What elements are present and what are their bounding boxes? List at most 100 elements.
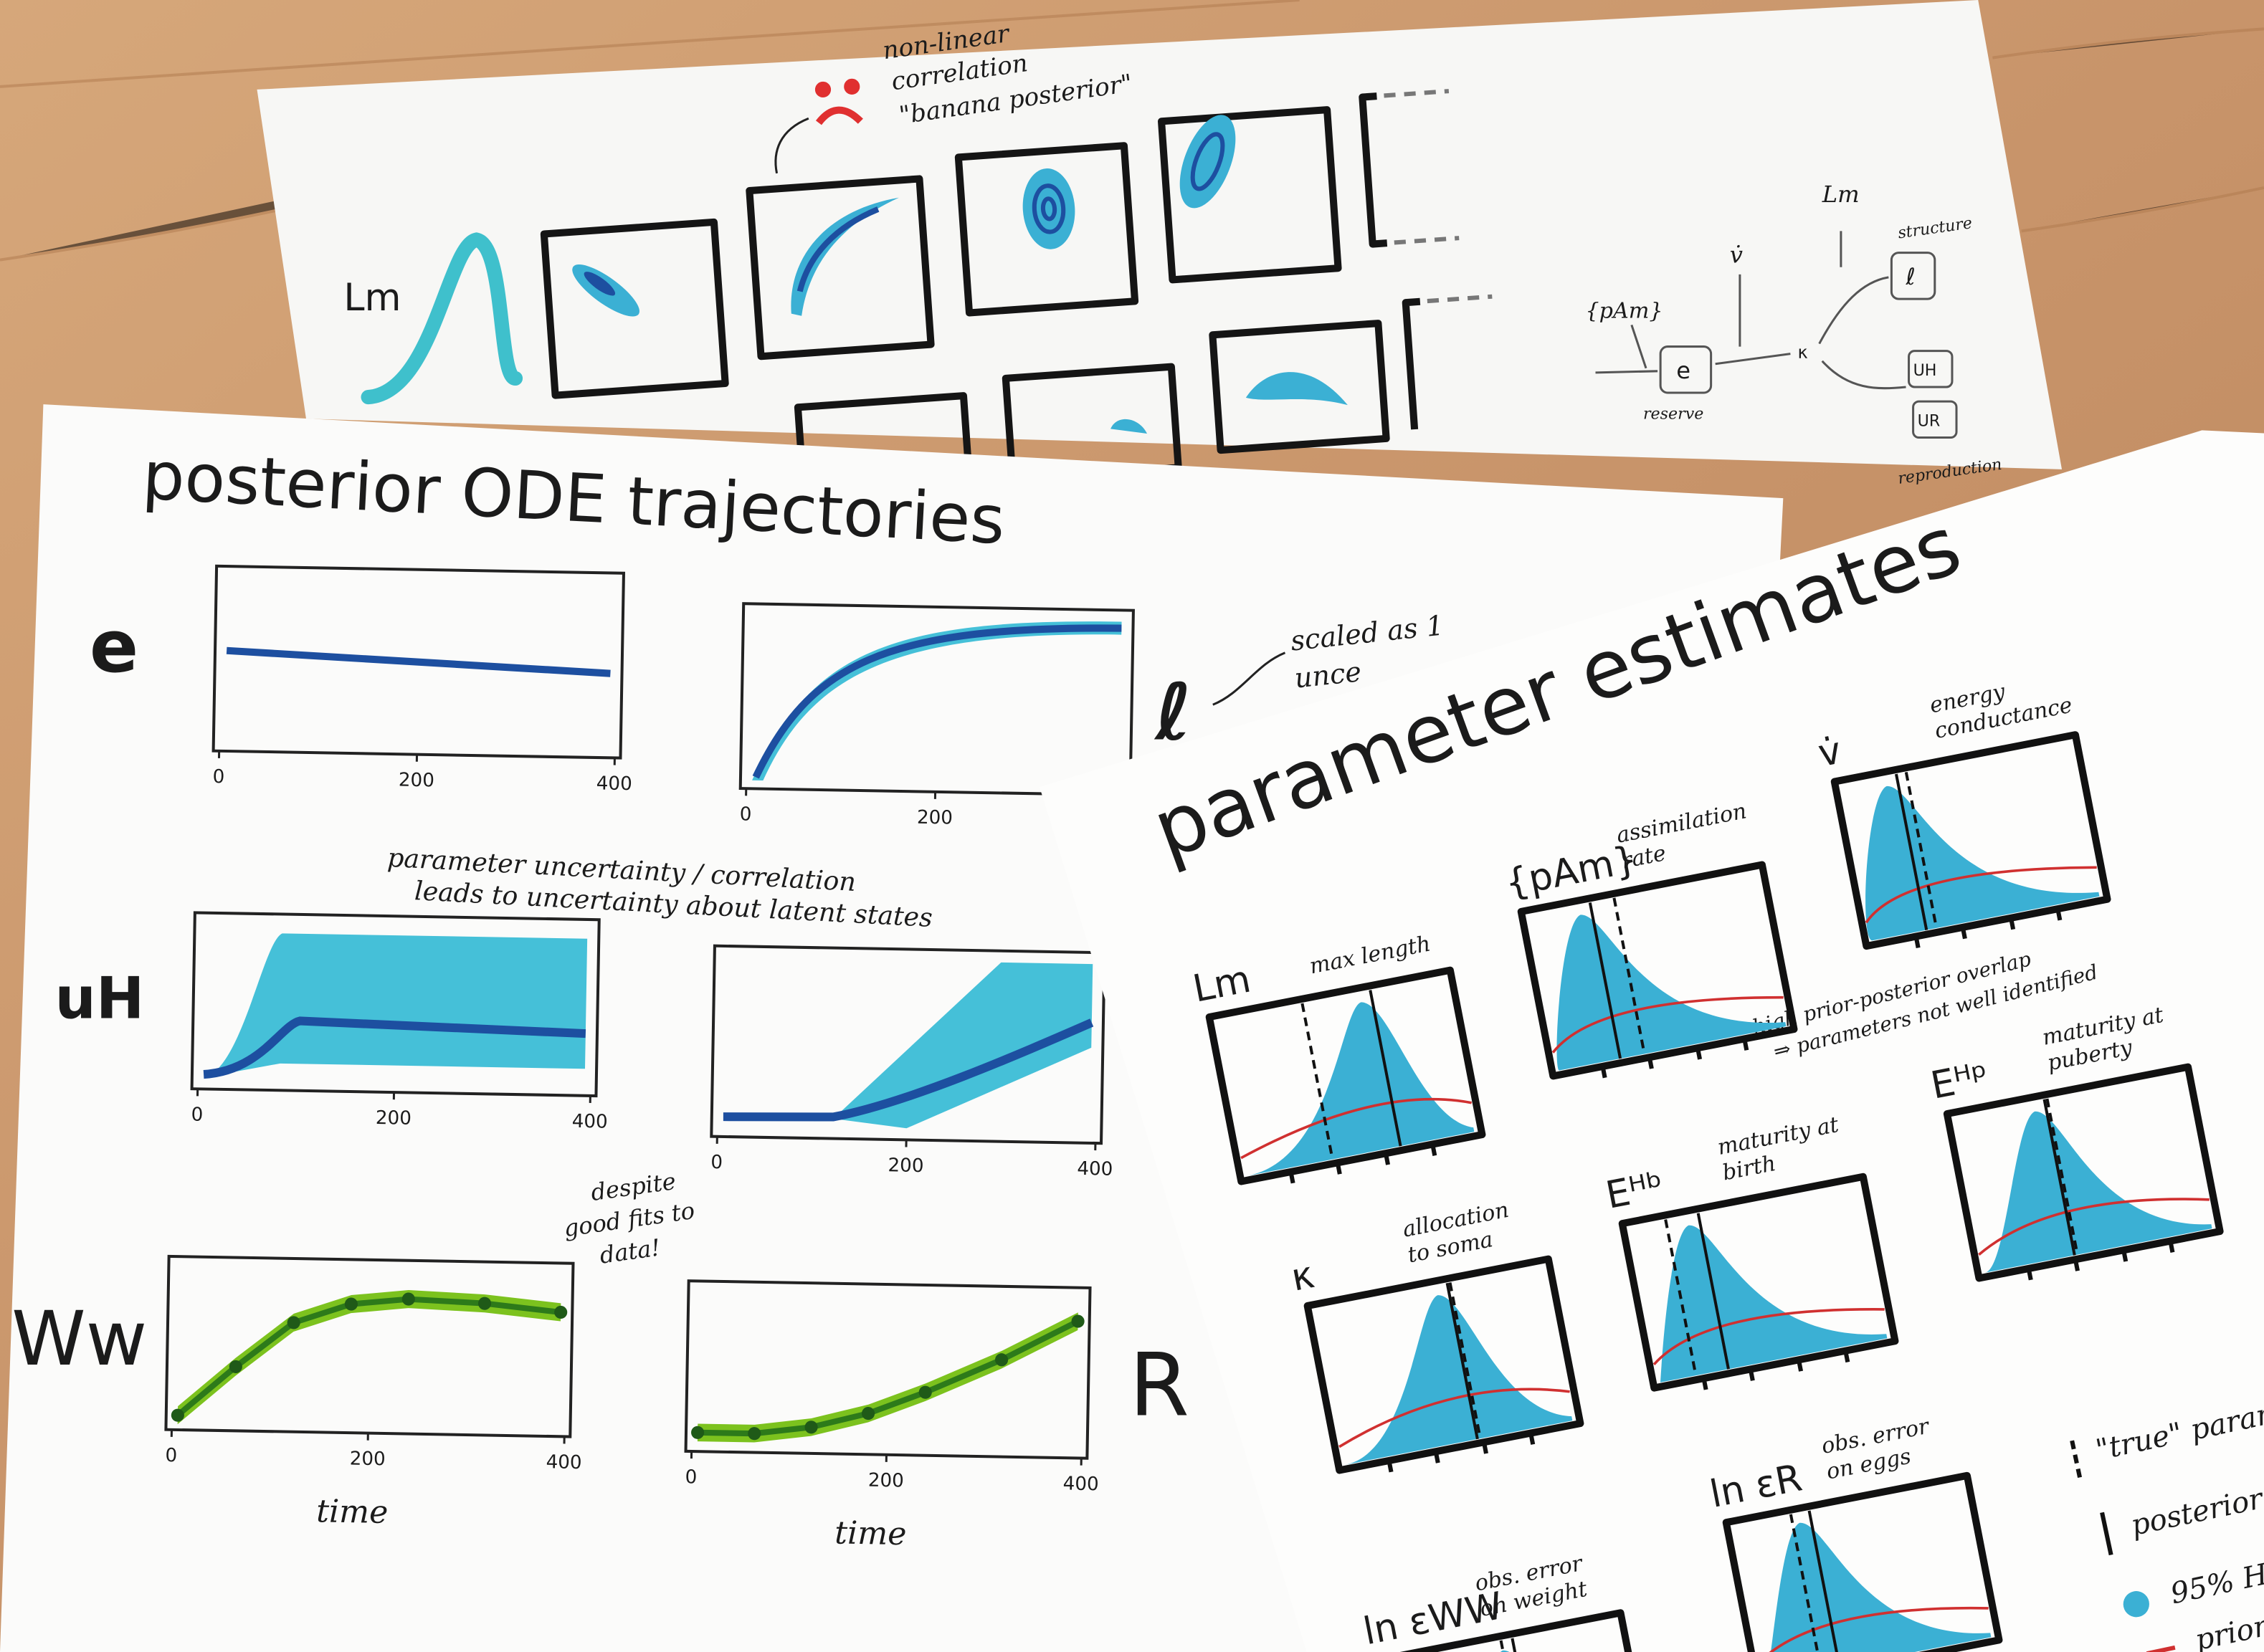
tick bbox=[1843, 1350, 1850, 1363]
tick bbox=[1288, 1171, 1295, 1184]
x-tick-label: 200 bbox=[349, 1448, 385, 1470]
tick bbox=[1387, 1460, 1394, 1473]
observation bbox=[554, 1305, 568, 1319]
true-value bbox=[1448, 1282, 1482, 1439]
posterior-mean bbox=[1807, 1510, 1841, 1652]
uncertainty-band bbox=[203, 933, 588, 1078]
panel-frame bbox=[1303, 1255, 1584, 1474]
row-label: uH bbox=[55, 965, 145, 1032]
tick bbox=[1913, 936, 1921, 948]
observation bbox=[862, 1407, 875, 1421]
prior-density bbox=[1551, 996, 1784, 1054]
node-box bbox=[1659, 345, 1713, 394]
posterior-density bbox=[1865, 786, 2100, 941]
x-tick-label: 0 bbox=[191, 1104, 203, 1125]
tick bbox=[2073, 1259, 2080, 1271]
prior-density bbox=[1978, 1198, 2210, 1256]
diagram-label: reserve bbox=[1643, 404, 1703, 423]
x-tick-label: 400 bbox=[1062, 1473, 1098, 1495]
arrow bbox=[1212, 651, 1286, 706]
tick bbox=[2009, 917, 2016, 930]
x-tick-label: 400 bbox=[572, 1111, 608, 1133]
legend-prior bbox=[2146, 1645, 2176, 1652]
tick bbox=[2168, 1240, 2175, 1253]
posterior-mean bbox=[1369, 990, 1402, 1147]
tick bbox=[1384, 1152, 1391, 1165]
tick bbox=[2121, 1249, 2129, 1262]
x-tick-label: 400 bbox=[596, 773, 632, 795]
observation bbox=[477, 1297, 492, 1310]
posterior-density bbox=[1660, 1225, 1888, 1383]
observation bbox=[1071, 1314, 1085, 1328]
diagram-node: e bbox=[1676, 357, 1690, 384]
tick bbox=[1748, 1368, 1755, 1381]
posterior-mean bbox=[1696, 1213, 1730, 1370]
true-value bbox=[1300, 1003, 1334, 1160]
true-value bbox=[1664, 1219, 1698, 1376]
trajectory-plot: 0 200 400 bbox=[710, 944, 1113, 1180]
prior-density bbox=[1338, 1388, 1570, 1448]
posterior-density bbox=[1346, 1295, 1573, 1465]
panel-frame bbox=[1376, 1609, 1657, 1652]
observation bbox=[229, 1360, 242, 1373]
x-tick-label: 400 bbox=[546, 1451, 581, 1474]
tick bbox=[1430, 1143, 1437, 1156]
fit-band bbox=[697, 1312, 1078, 1443]
true-value bbox=[2045, 1098, 2079, 1255]
prior-density bbox=[1756, 1606, 1989, 1652]
x-tick-label: 0 bbox=[740, 803, 752, 825]
x-tick-label: 400 bbox=[1077, 1158, 1113, 1180]
x-tick-label: 200 bbox=[917, 807, 953, 829]
panel-frame bbox=[1722, 1471, 2003, 1652]
posterior-mean bbox=[1588, 902, 1622, 1059]
trajectory bbox=[723, 1018, 1094, 1122]
model-diagram bbox=[1595, 231, 1958, 439]
x-tick-label: 0 bbox=[165, 1445, 177, 1466]
paper bbox=[257, 0, 2063, 469]
x-tick-label: 0 bbox=[685, 1466, 697, 1488]
panel-frame bbox=[1517, 861, 1798, 1080]
trajectory-plot: 0 200 400 bbox=[190, 911, 608, 1133]
tick bbox=[1701, 1378, 1708, 1390]
prior-density bbox=[1240, 1097, 1472, 1160]
diagram-input: Lm bbox=[1822, 181, 1860, 208]
diagram-node: UR bbox=[1918, 411, 1941, 430]
tick bbox=[1335, 1162, 1342, 1175]
legend-true bbox=[2070, 1440, 2083, 1484]
posterior-density bbox=[1985, 1111, 2212, 1273]
tick bbox=[2026, 1268, 2033, 1281]
panel-frame bbox=[1943, 1063, 2224, 1282]
tick bbox=[1528, 1432, 1536, 1445]
row-label: R bbox=[1129, 1335, 1189, 1436]
x-tick-label: 200 bbox=[376, 1107, 412, 1130]
trajectory bbox=[752, 624, 1122, 779]
tick bbox=[1695, 1047, 1703, 1060]
tick bbox=[1947, 1649, 1954, 1652]
observation bbox=[995, 1353, 1009, 1367]
panel-symbol: Eᴴᵖ bbox=[1927, 1054, 1992, 1108]
sad-face bbox=[814, 78, 863, 125]
uncertainty-band bbox=[833, 962, 1093, 1129]
x-axis-label: time bbox=[316, 1493, 389, 1531]
row-label: Ww bbox=[11, 1295, 147, 1383]
posterior-mean bbox=[1895, 773, 1928, 930]
node-box bbox=[1908, 350, 1954, 388]
diagram-input: {pAm} bbox=[1585, 298, 1663, 323]
panel-symbol: Lm bbox=[1189, 958, 1254, 1011]
prior-density bbox=[1865, 866, 2097, 924]
tick bbox=[1742, 1038, 1749, 1051]
legend-hdi bbox=[2123, 1591, 2149, 1618]
diagram-input: v̇ bbox=[1730, 242, 1743, 269]
true-value bbox=[1612, 897, 1646, 1054]
posterior-mean bbox=[2042, 1099, 2076, 1256]
arrow bbox=[774, 117, 809, 174]
observation bbox=[918, 1385, 932, 1399]
observation bbox=[171, 1408, 184, 1422]
x-tick-label: 200 bbox=[888, 1155, 923, 1177]
observation bbox=[401, 1292, 415, 1306]
observation bbox=[287, 1316, 300, 1329]
true-value bbox=[1789, 1514, 1823, 1652]
observation bbox=[691, 1426, 705, 1439]
